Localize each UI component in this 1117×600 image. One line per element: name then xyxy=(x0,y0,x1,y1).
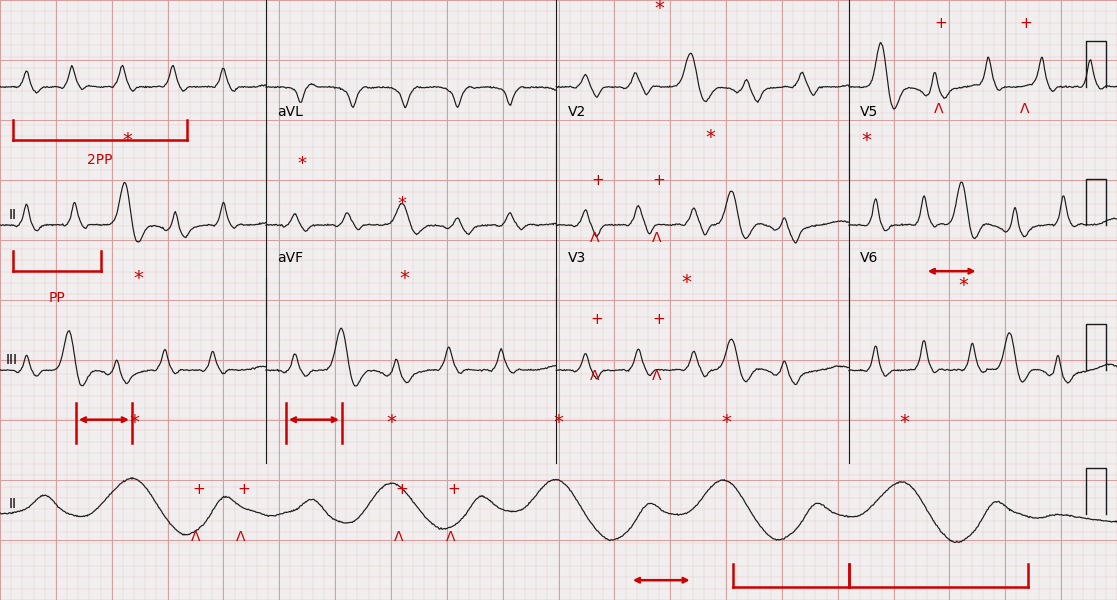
Text: Λ: Λ xyxy=(590,369,599,383)
Text: PP: PP xyxy=(49,291,65,305)
Text: *: * xyxy=(134,269,143,289)
Text: V5: V5 xyxy=(860,106,878,119)
Text: aVL: aVL xyxy=(277,106,303,119)
Text: Λ: Λ xyxy=(652,230,661,245)
Text: Λ: Λ xyxy=(394,530,403,544)
Text: +: + xyxy=(192,482,206,497)
Text: *: * xyxy=(862,131,871,150)
Text: Λ: Λ xyxy=(1020,103,1029,116)
Text: +: + xyxy=(590,312,603,327)
Text: *: * xyxy=(386,413,395,433)
Text: *: * xyxy=(722,413,731,433)
Text: V6: V6 xyxy=(860,251,878,265)
Text: *: * xyxy=(398,194,407,212)
Text: *: * xyxy=(655,0,663,19)
Text: Λ: Λ xyxy=(934,103,943,116)
Text: Λ: Λ xyxy=(191,530,200,544)
Text: II: II xyxy=(9,497,17,511)
Text: 2PP: 2PP xyxy=(87,153,113,167)
Text: *: * xyxy=(400,269,409,289)
Text: +: + xyxy=(652,312,666,327)
Text: +: + xyxy=(652,173,666,188)
Text: *: * xyxy=(706,127,715,146)
Text: +: + xyxy=(1019,16,1032,31)
Text: +: + xyxy=(395,482,409,497)
Text: *: * xyxy=(297,155,306,173)
Text: *: * xyxy=(681,272,690,292)
Text: *: * xyxy=(958,276,967,295)
Text: V3: V3 xyxy=(567,251,585,265)
Text: II: II xyxy=(9,208,17,222)
Text: *: * xyxy=(900,413,909,433)
Text: Λ: Λ xyxy=(446,530,455,544)
Text: Λ: Λ xyxy=(652,369,661,383)
Text: V2: V2 xyxy=(567,106,585,119)
Text: III: III xyxy=(6,353,18,367)
Text: *: * xyxy=(554,413,563,433)
Text: +: + xyxy=(447,482,460,497)
Text: Λ: Λ xyxy=(590,230,599,245)
Text: *: * xyxy=(130,413,139,433)
Text: +: + xyxy=(591,173,604,188)
Text: +: + xyxy=(934,16,947,31)
Text: +: + xyxy=(237,482,250,497)
Text: *: * xyxy=(123,131,132,150)
Text: Λ: Λ xyxy=(236,530,245,544)
Text: aVF: aVF xyxy=(277,251,303,265)
